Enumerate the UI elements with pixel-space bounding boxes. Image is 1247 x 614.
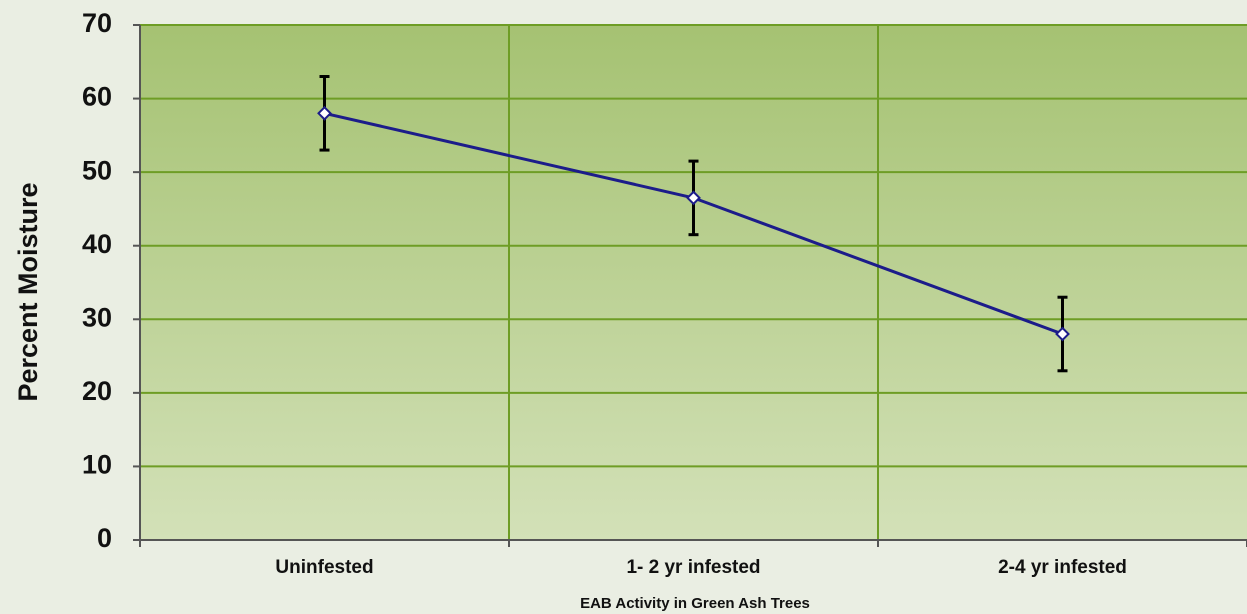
y-tick-label: 60 — [82, 82, 112, 112]
marker — [686, 190, 701, 206]
y-tick-label: 50 — [82, 155, 112, 185]
y-tick-label: 0 — [97, 523, 112, 553]
plot-area — [140, 25, 1247, 540]
x-axis-title: EAB Activity in Green Ash Trees — [580, 595, 810, 612]
y-tick-label: 10 — [82, 450, 112, 480]
y-tick-label: 40 — [82, 229, 112, 259]
y-axis-title: Percent Moisture — [13, 182, 43, 401]
marker — [317, 105, 332, 121]
y-tick-label: 70 — [82, 8, 112, 38]
y-tick-label: 20 — [82, 376, 112, 406]
x-tick-label: Uninfested — [275, 557, 373, 578]
marker — [1055, 326, 1070, 342]
x-tick-label: 1- 2 yr infested — [626, 557, 760, 578]
x-tick-label: 2-4 yr infested — [998, 557, 1127, 578]
y-tick-label: 30 — [82, 302, 112, 332]
